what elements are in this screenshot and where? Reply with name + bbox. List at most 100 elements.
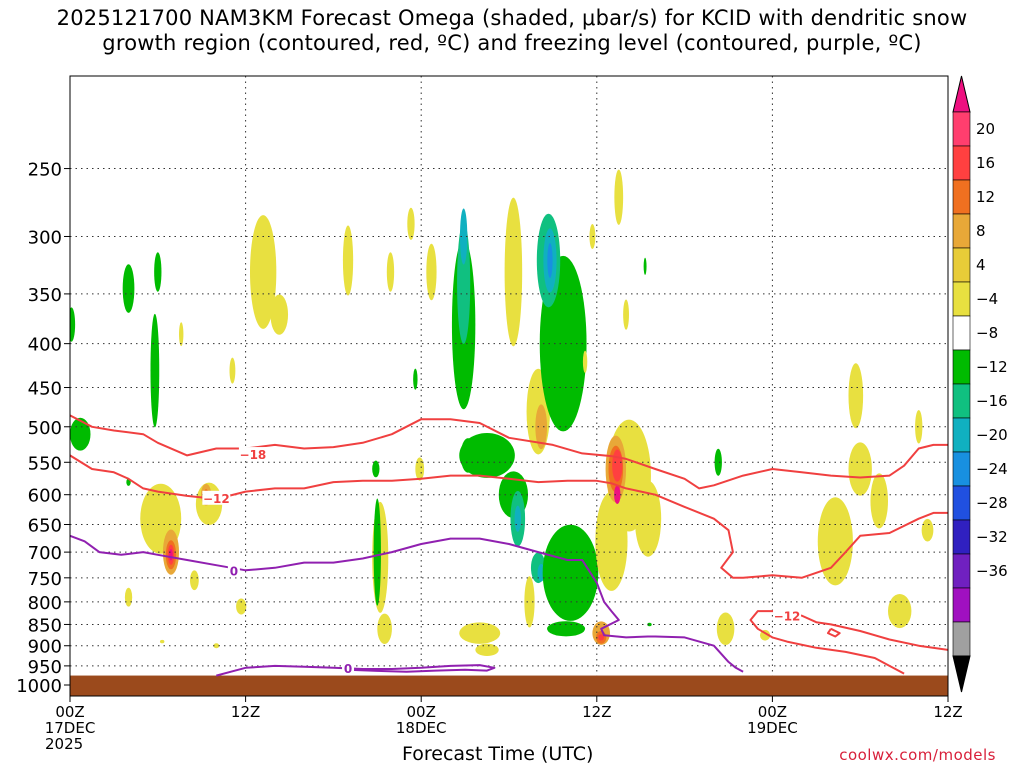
omega-blob-78 <box>888 594 912 629</box>
colorbar-label-9: −20 <box>976 426 1008 444</box>
omega-blob-26 <box>426 243 437 301</box>
omega-blob-72 <box>716 612 735 646</box>
omega-blob-64 <box>614 485 621 505</box>
colorbar-label-5: −4 <box>976 290 998 308</box>
xtick-label-0-0: 00Z <box>55 703 84 721</box>
ytick-label-950: 950 <box>28 657 62 678</box>
omega-blob-23 <box>342 225 354 296</box>
omega-blob-17 <box>189 570 199 591</box>
colorbar-label-11: −28 <box>976 494 1008 512</box>
contour-dgz-upper-minus18 <box>70 414 948 490</box>
omega-blob-34 <box>457 222 471 344</box>
omega-blob-54 <box>547 621 586 637</box>
colorbar-swatch-4 <box>952 247 971 283</box>
omega-blob-63 <box>612 449 623 482</box>
ytick-label-250: 250 <box>28 160 62 181</box>
colorbar-swatch-7 <box>952 349 971 385</box>
colorbar-swatch-5 <box>952 281 971 317</box>
omega-blob-67 <box>598 634 605 641</box>
omega-blob-2 <box>122 264 135 313</box>
colorbar-label-7: −12 <box>976 358 1008 376</box>
omega-blob-13 <box>169 548 173 561</box>
colorbar-label-3: 8 <box>976 222 986 240</box>
colorbar-swatch-13 <box>952 553 971 589</box>
colorbar-swatch-6 <box>952 315 971 351</box>
colorbar: 20 16 12 8 4 −4 −8 −12 −16 −20 −24 −28 −32 −36 <box>952 75 1008 693</box>
xtick-label-48-0: 00Z <box>758 703 787 721</box>
omega-blob-35 <box>459 208 468 265</box>
contour-dgz-lower-minus12 <box>70 454 948 579</box>
omega-blob-75 <box>848 442 872 496</box>
omega-blob-20 <box>213 643 220 649</box>
contour-label-bg-dgz-upper-minus18 <box>238 447 267 462</box>
ytick-label-350: 350 <box>28 285 62 306</box>
contour-label-dgz-lower-minus12-b: −12 <box>774 610 801 624</box>
omega-shading-layer <box>70 169 934 656</box>
xtick-label-0-2: 2025 <box>45 735 83 753</box>
omega-blob-3 <box>150 313 160 428</box>
omega-blob-77 <box>870 473 889 529</box>
colorbar-swatch-10 <box>952 451 971 487</box>
omega-blob-68 <box>634 480 662 557</box>
omega-blob-58 <box>582 350 588 373</box>
contour-label-bg-freezing-level-0 <box>227 563 240 578</box>
colorbar-label-6: −8 <box>976 324 998 342</box>
colorbar-label-13: −36 <box>976 562 1008 580</box>
omega-blob-4 <box>154 252 162 292</box>
contour-label-dgz-upper-minus18: −18 <box>240 448 267 462</box>
colorbar-label-2: 12 <box>976 188 995 206</box>
ytick-label-650: 650 <box>28 516 62 537</box>
xtick-label-48-1: 19DEC <box>747 719 798 737</box>
chart-title-line-2: growth region (contoured, red, ºC) and f… <box>102 31 922 55</box>
colorbar-swatch-8 <box>952 383 971 419</box>
omega-blob-52 <box>547 243 553 278</box>
omega-blob-55 <box>589 224 596 249</box>
contour-freezing-level-0 <box>70 534 744 673</box>
omega-blob-80 <box>921 518 934 542</box>
contour-label-bg-dgz-lower-minus12-b <box>773 608 802 623</box>
omega-blob-32 <box>415 457 425 481</box>
colorbar-top-arrow <box>952 75 971 113</box>
colorbar-bottom-arrow <box>952 655 971 693</box>
ytick-label-700: 700 <box>28 543 62 564</box>
colorbar-swatch-0 <box>952 111 971 147</box>
colorbar-label-1: 16 <box>976 154 995 172</box>
x-axis-label: Forecast Time (UTC) <box>402 743 594 765</box>
omega-blob-70 <box>643 257 647 275</box>
colorbar-swatch-11 <box>952 485 971 521</box>
omega-blob-69 <box>647 622 652 627</box>
colorbar-label-0: 20 <box>976 120 995 138</box>
colorbar-swatch-15 <box>952 621 971 657</box>
xtick-label-24-0: 00Z <box>407 703 436 721</box>
ground-terrain <box>70 675 948 696</box>
colorbar-swatch-3 <box>952 213 971 249</box>
colorbar-label-12: −32 <box>976 528 1008 546</box>
contour-label-dgz-lower-minus12: −12 <box>203 492 230 506</box>
omega-blob-46 <box>524 576 535 628</box>
chart-title-line-1: 2025121700 NAM3KM Forecast Omega (shaded… <box>56 6 968 30</box>
omega-blob-18 <box>236 598 247 615</box>
ytick-label-600: 600 <box>28 486 62 507</box>
ytick-label-750: 750 <box>28 569 62 590</box>
colorbar-swatch-12 <box>952 519 971 555</box>
colorbar-label-8: −16 <box>976 392 1008 410</box>
contour-label-freezing-level-0-low: 0 <box>344 662 352 676</box>
omega-blob-31 <box>377 613 392 644</box>
omega-blob-76 <box>848 363 864 429</box>
ytick-label-800: 800 <box>28 593 62 614</box>
ground-layer <box>70 675 948 696</box>
ytick-label-900: 900 <box>28 637 62 658</box>
omega-blob-25 <box>407 207 415 240</box>
colorbar-swatch-1 <box>952 145 971 181</box>
contour-label-bg-dgz-lower-minus12 <box>202 490 231 505</box>
omega-blob-0 <box>70 307 76 342</box>
credit-link[interactable]: coolwx.com/models <box>839 746 996 764</box>
contour-freezing-level-0-low <box>216 664 496 677</box>
omega-blob-27 <box>372 460 380 478</box>
omega-blob-57 <box>623 299 629 330</box>
omega-blob-22 <box>270 294 289 335</box>
omega-blob-24 <box>386 252 395 292</box>
xtick-label-24-1: 18DEC <box>396 719 447 737</box>
